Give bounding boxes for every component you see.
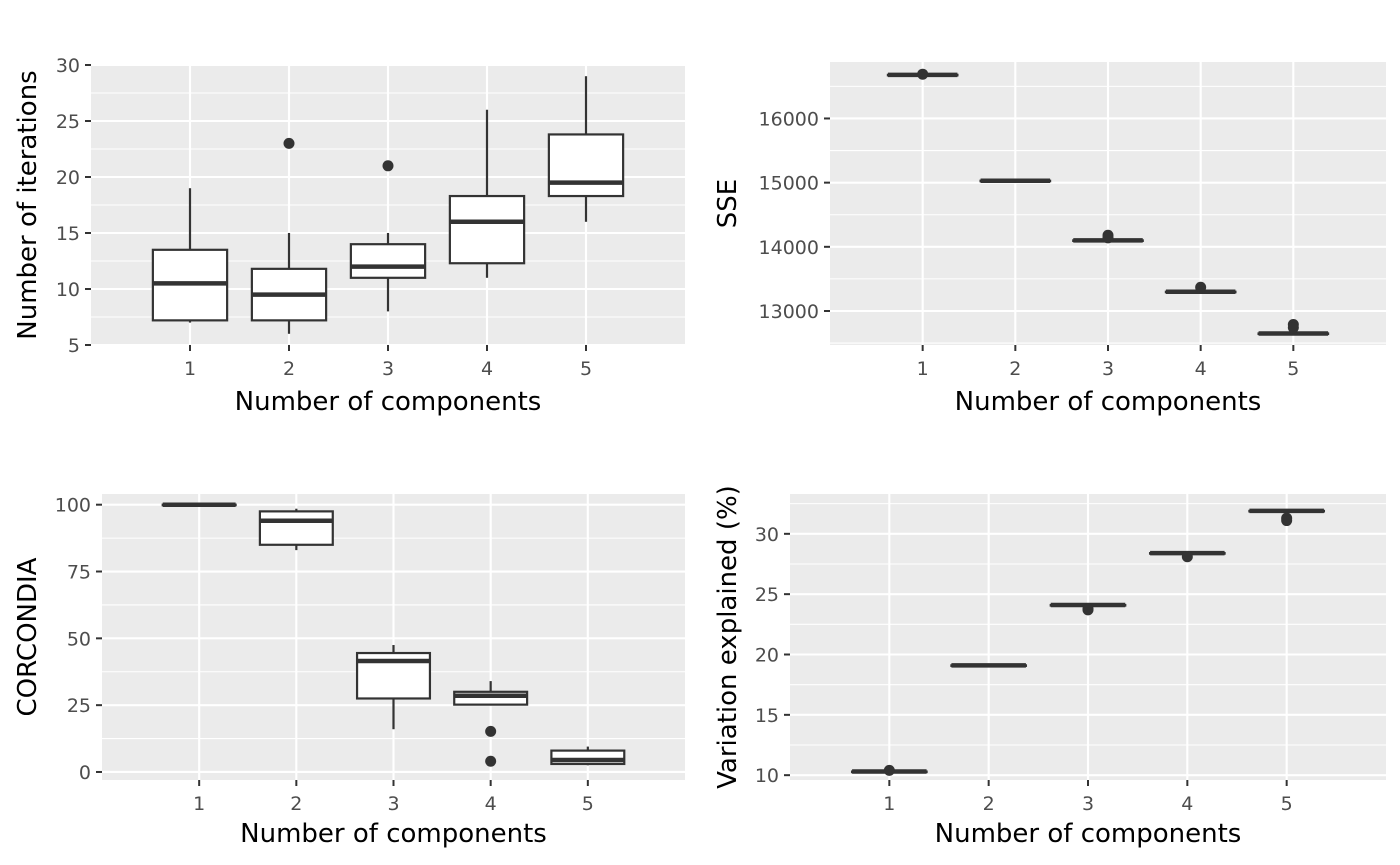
y-axis-title: Number of iterations	[13, 70, 43, 339]
x-tick-label: 1	[883, 793, 895, 815]
outlier-point	[917, 68, 929, 80]
outlier-point	[485, 725, 497, 737]
x-axis-title: Number of components	[935, 819, 1242, 849]
x-tick-label: 5	[1281, 793, 1293, 815]
box	[448, 194, 526, 265]
x-tick-label: 5	[582, 793, 594, 815]
variation-explained-panel: 10 15 20 25 30 1 2 3 4 5 Number of components Varia…	[713, 485, 1386, 849]
x-axis-title: Number of components	[955, 387, 1262, 417]
x-tick-label: 5	[1287, 358, 1299, 380]
outlier-point	[1281, 515, 1293, 527]
x-tick-label: 2	[983, 793, 995, 815]
y-axis-title: Variation explained (%)	[713, 485, 743, 789]
x-tick-label: 4	[485, 793, 497, 815]
y-tick-label: 25	[56, 111, 80, 133]
outlier-point	[1181, 551, 1193, 563]
box	[349, 243, 427, 279]
outlier-point	[382, 160, 394, 172]
y-tick-label: 30	[755, 524, 779, 546]
outlier-point	[1195, 281, 1207, 293]
y-tick-label: 100	[55, 495, 91, 517]
x-tick-label: 1	[193, 793, 205, 815]
y-tick-label: 15	[56, 223, 80, 245]
x-tick-label: 5	[580, 358, 592, 380]
box	[547, 133, 625, 198]
x-tick-label: 4	[1181, 793, 1193, 815]
x-tick-label: 1	[184, 358, 196, 380]
y-tick-label: 30	[56, 55, 80, 77]
y-tick-label: 75	[67, 562, 91, 584]
y-tick-label: 16000	[759, 108, 819, 130]
y-axis-title: SSE	[713, 179, 743, 228]
outlier-point	[883, 764, 895, 776]
y-tick-label: 50	[67, 628, 91, 650]
y-tick-label: 20	[56, 167, 80, 189]
outlier-point	[1102, 232, 1114, 244]
y-tick-label: 20	[755, 644, 779, 666]
x-tick-label: 3	[1102, 358, 1114, 380]
y-tick-label: 13000	[759, 301, 819, 323]
outlier-point	[283, 137, 295, 149]
y-tick-label: 10	[56, 279, 80, 301]
corcondia-panel: 0 25 50 75 100 1 2 3 4 5 Number of components CORCO…	[13, 494, 685, 849]
outlier-point	[1082, 604, 1094, 616]
y-tick-label: 15	[755, 705, 779, 727]
x-tick-label: 4	[481, 358, 493, 380]
iterations-panel: 5 10 15 20 25 30 1 2 3 4 5 Number of components Numb…	[13, 55, 685, 417]
y-tick-label: 0	[79, 762, 91, 784]
y-axis-title: CORCONDIA	[13, 557, 43, 716]
box	[258, 510, 334, 546]
y-tick-label: 5	[68, 335, 80, 357]
x-tick-label: 2	[1009, 358, 1021, 380]
x-axis-title: Number of components	[240, 819, 547, 849]
y-tick-label: 25	[67, 695, 91, 717]
x-axis-title: Number of components	[235, 387, 542, 417]
x-tick-label: 2	[290, 793, 302, 815]
y-tick-label: 25	[755, 584, 779, 606]
y-tick-label: 14000	[759, 237, 819, 259]
x-tick-label: 4	[1195, 358, 1207, 380]
x-tick-label: 3	[382, 358, 394, 380]
outlier-point	[1287, 322, 1299, 334]
outlier-point	[485, 755, 497, 767]
x-tick-label: 3	[387, 793, 399, 815]
sse-panel: 13000 14000 15000 16000 1 2 3 4 5 Number of compo…	[713, 62, 1386, 417]
y-tick-label: 15000	[759, 173, 819, 195]
y-tick-label: 10	[755, 765, 779, 787]
x-tick-label: 1	[917, 358, 929, 380]
x-tick-label: 3	[1082, 793, 1094, 815]
x-tick-label: 2	[283, 358, 295, 380]
